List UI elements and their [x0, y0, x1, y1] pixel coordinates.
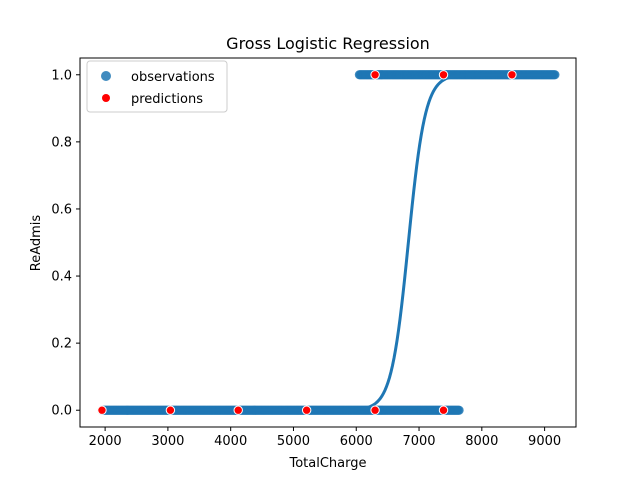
y-tick-label: 0.0 [51, 404, 72, 419]
legend-frame [86, 60, 228, 113]
prediction-point [301, 405, 312, 415]
legend-marker-predictions [102, 94, 110, 102]
observation-point [454, 405, 464, 415]
x-tick-label: 7000 [402, 434, 435, 449]
x-tick-label: 2000 [89, 434, 122, 449]
prediction-point [165, 405, 176, 415]
axes: 2000 3000 4000 5000 6000 7000 8000 9000 0.0 0.2 0.… [51, 57, 577, 449]
y-tick-label: 0.8 [51, 135, 72, 150]
prediction-point [370, 70, 380, 80]
y-tick-label: 0.2 [51, 337, 72, 352]
prediction-point [97, 405, 107, 415]
y-tick-label: 0.6 [51, 202, 72, 217]
x-tick-label: 5000 [277, 434, 310, 449]
y-tick-label: 1.0 [51, 68, 72, 83]
chart-title: Gross Logistic Regression [226, 34, 430, 53]
x-tick-label: 9000 [528, 434, 561, 449]
prediction-point [233, 405, 243, 415]
x-axis-label: TotalCharge [288, 456, 366, 471]
x-tick-label: 8000 [465, 434, 498, 449]
logistic-curve [101, 73, 556, 412]
y-axis-label: ReAdmis [29, 215, 44, 272]
x-tick-label: 3000 [151, 434, 184, 449]
x-tick-label: 4000 [214, 434, 247, 449]
legend-marker-observations [101, 71, 111, 81]
y-tick-label: 0.4 [51, 270, 72, 285]
series-predictions [97, 70, 517, 415]
prediction-point [370, 405, 380, 415]
legend-label-observations: observations [131, 70, 215, 85]
legend: observations predictions [86, 60, 228, 113]
prediction-point [507, 70, 517, 80]
axes-frame [79, 57, 577, 428]
x-tick-label: 6000 [340, 434, 373, 449]
prediction-point [438, 70, 449, 80]
plot-area [97, 70, 560, 415]
legend-label-predictions: predictions [131, 92, 203, 107]
prediction-point [438, 405, 449, 415]
